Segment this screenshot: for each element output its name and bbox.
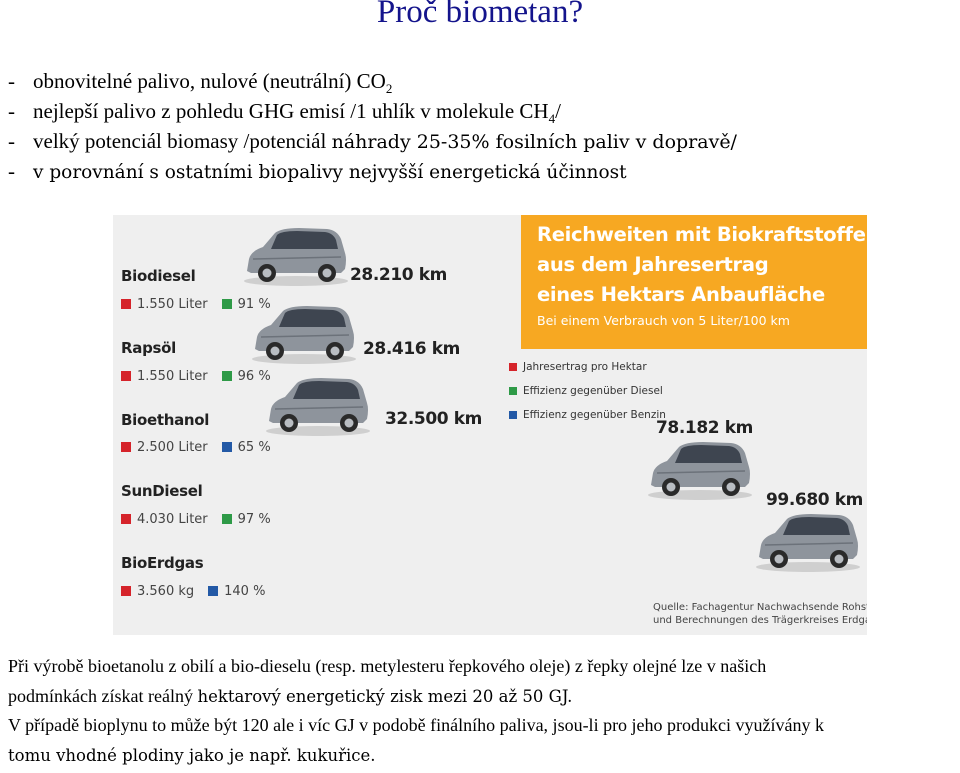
headline-line-2: aus dem Jahresertrag	[537, 253, 769, 276]
source-line-1: Quelle: Fachagentur Nachwachsende Rohsto…	[653, 602, 867, 613]
bullet-item: - nejlepší palivo z pohledu GHG emisí /1 …	[8, 99, 561, 127]
fuel-values-sundiesel: 4.030 Liter 97 %	[121, 512, 271, 527]
range-label-biodiesel: 28.210 km	[350, 265, 447, 285]
yield-value: 1.550 Liter	[137, 369, 208, 384]
yield-value: 2.500 Liter	[137, 440, 208, 455]
efficiency-marker	[221, 371, 232, 381]
bullet-item: - obnovitelné palivo, nulové (neutrální) …	[8, 69, 393, 97]
fuel-values-rapsol: 1.550 Liter 96 %	[121, 369, 271, 384]
efficiency-value: 140 %	[224, 584, 266, 599]
legend-marker-green	[509, 387, 517, 395]
fuel-name-bioerdgas: BioErdgas	[121, 554, 204, 572]
bullet-list: - obnovitelné palivo, nulové (neutrální) …	[8, 66, 737, 186]
range-label-rapsol: 28.416 km	[363, 339, 460, 359]
yield-value: 3.560 kg	[137, 584, 195, 599]
car-icon	[648, 442, 752, 500]
efficiency-value: 91 %	[237, 297, 271, 312]
bullet-text: nejlepší palivo z pohledu GHG emisí /1 u…	[33, 99, 549, 123]
efficiency-marker	[208, 586, 219, 596]
car-icon	[244, 228, 348, 286]
legend-marker-red	[509, 363, 517, 371]
bullet-text: obnovitelné palivo, nulové (neutrální) C…	[33, 69, 386, 93]
fuel-values-biodiesel: 1.550 Liter 91 %	[121, 297, 271, 312]
efficiency-marker	[221, 514, 232, 524]
efficiency-marker	[221, 442, 232, 452]
paragraph-line-2a: podmínkách získat reálný	[8, 685, 193, 706]
page-title: Proč biometan?	[376, 0, 584, 30]
legend-label: Effizienz gegenüber Benzin	[523, 409, 666, 421]
fuel-name-biodiesel: Biodiesel	[121, 267, 196, 285]
bullet-item: - velký potenciál biomasy /potenciál náhr…	[8, 129, 737, 153]
yield-value: 4.030 Liter	[137, 512, 208, 527]
bullet-text: v porovnání s ostatními biopalivy nejvyš…	[33, 162, 627, 183]
headline-panel: Reichweiten mit Biokraftstoffen aus dem …	[521, 215, 867, 349]
legend-item-petrol: Effizienz gegenüber Benzin	[509, 408, 666, 432]
legend-item-diesel: Effizienz gegenüber Diesel	[509, 384, 666, 408]
yield-marker	[121, 514, 131, 524]
efficiency-value: 97 %	[237, 512, 271, 527]
paragraph-line-3: V případě bioplynu to může být 120 ale i…	[8, 715, 825, 735]
efficiency-marker	[221, 299, 232, 309]
fuel-name-bioethanol: Bioethanol	[121, 411, 210, 429]
source-line-2: und Berechnungen des Trägerkreises Erdga…	[653, 615, 867, 626]
paragraph-line-4: tomu vhodné plodiny jako je např. kukuři…	[8, 745, 376, 765]
fuel-name-sundiesel: SunDiesel	[121, 482, 203, 500]
yield-marker	[121, 442, 131, 452]
car-icon	[252, 306, 356, 364]
headline-line-1: Reichweiten mit Biokraftstoffen	[537, 223, 867, 246]
paragraph-line-1: Při výrobě bioetanolu z obilí a bio-dies…	[8, 656, 767, 676]
body-paragraph: Při výrobě bioetanolu z obilí a bio-dies…	[8, 652, 824, 770]
range-label-sundiesel: 78.182 km	[656, 418, 753, 438]
range-label-bioethanol: 32.500 km	[385, 409, 482, 429]
headline-line-3: eines Hektars Anbaufläche	[537, 283, 825, 306]
legend-marker-blue	[509, 411, 517, 419]
range-label-bioerdgas: 99.680 km	[766, 490, 863, 510]
bullet-item: -v porovnání s ostatními biopalivy nejvy…	[8, 159, 627, 183]
yield-value: 1.550 Liter	[137, 297, 208, 312]
legend-item-yield: Jahresertrag pro Hektar	[509, 360, 666, 384]
yield-marker	[121, 299, 131, 309]
yield-marker	[121, 586, 131, 596]
car-icon	[266, 378, 370, 436]
car-icon	[756, 514, 860, 572]
bullet-text-cont: náhrady 25-35% fosilních paliv v dopravě…	[331, 131, 737, 153]
subscript: 2	[385, 81, 393, 97]
headline-subline: Bei einem Verbrauch von 5 Liter/100 km	[537, 313, 790, 328]
bullet-text: velký potenciál biomasy /potenciál	[33, 129, 327, 153]
fuel-values-bioethanol: 2.500 Liter 65 %	[121, 440, 271, 455]
legend-label: Jahresertrag pro Hektar	[523, 361, 647, 373]
efficiency-value: 65 %	[237, 440, 271, 455]
subscript: 4	[548, 111, 556, 127]
fuel-values-bioerdgas: 3.560 kg 140 %	[121, 584, 265, 599]
source-note: Quelle: Fachagentur Nachwachsende Rohsto…	[653, 601, 867, 627]
range-infographic: Reichweiten mit Biokraftstoffen aus dem …	[113, 215, 867, 635]
yield-marker	[121, 371, 131, 381]
bullet-text-tail: /	[555, 99, 561, 123]
legend-label: Effizienz gegenüber Diesel	[523, 385, 663, 397]
paragraph-line-2b: hektarový energetický zisk mezi 20 až 50…	[197, 686, 573, 706]
fuel-name-rapsol: Rapsöl	[121, 339, 176, 357]
efficiency-value: 96 %	[237, 369, 271, 384]
legend: Jahresertrag pro Hektar Effizienz gegenü…	[509, 360, 666, 432]
